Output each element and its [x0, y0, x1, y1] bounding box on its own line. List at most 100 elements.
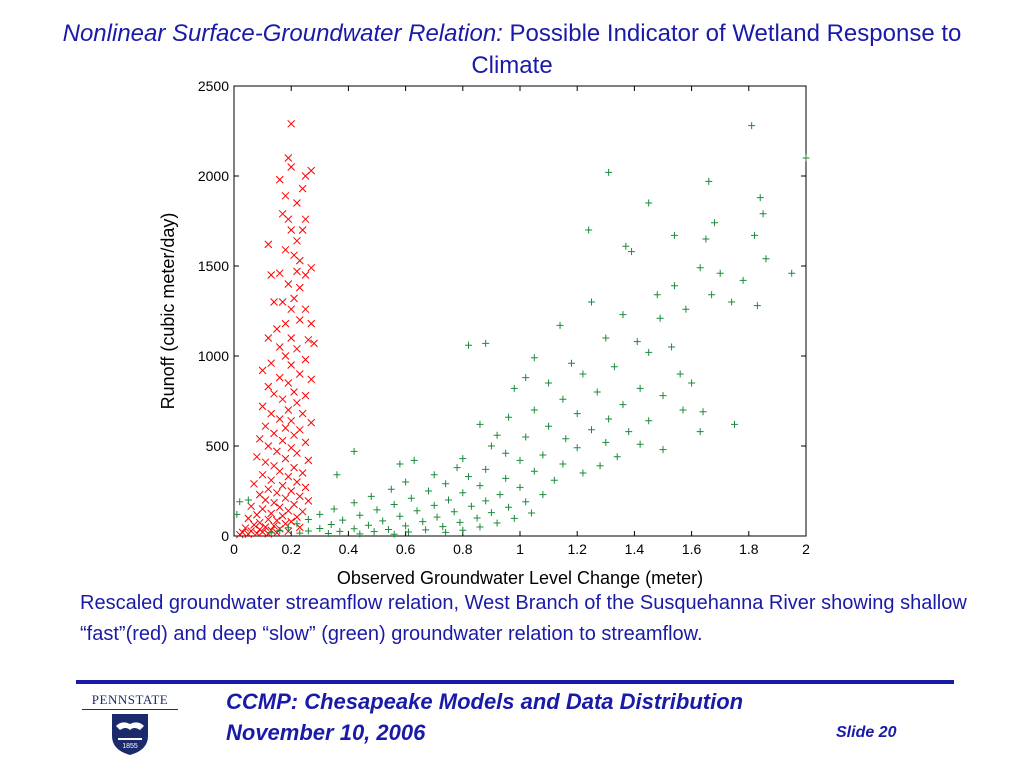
fast-point [290, 388, 298, 396]
slow-point [522, 498, 530, 506]
slow-point [442, 480, 450, 488]
y-tick-label: 0 [221, 528, 229, 544]
slide-title-rest: Possible Indicator of Wetland Response t… [471, 20, 962, 79]
slow-point [688, 379, 696, 387]
fast-point [275, 269, 284, 278]
fast-point [290, 500, 298, 509]
fast-point [275, 503, 284, 512]
slow-point [304, 515, 312, 523]
slow-point [588, 426, 595, 434]
slow-point [333, 471, 341, 479]
slow-point [367, 492, 375, 500]
slow-point [605, 415, 613, 423]
slow-point [350, 525, 358, 533]
slow-point [619, 401, 627, 409]
fast-point [307, 319, 316, 328]
slow-point [445, 496, 452, 504]
slow-point [708, 291, 716, 299]
slow-point [502, 449, 510, 457]
fast-point [235, 530, 244, 539]
fast-point [261, 458, 270, 467]
slow-point [516, 483, 524, 491]
footer-date: November 10, 2006 [226, 720, 426, 745]
slow-point [482, 339, 490, 347]
fast-point [284, 280, 293, 288]
slow-point [316, 510, 324, 518]
pennstate-logo: PENNSTATE 1855 [80, 692, 180, 758]
slow-point [396, 460, 404, 468]
fast-point [255, 518, 264, 527]
slow-point [356, 530, 364, 538]
x-tick-label: 0.4 [339, 541, 359, 557]
fast-point [284, 215, 293, 224]
slow-point [487, 442, 495, 450]
slow-point [296, 529, 304, 537]
fast-point [264, 442, 273, 450]
slow-point [605, 168, 613, 176]
slow-point [636, 440, 644, 448]
fast-point [304, 497, 313, 505]
slow-point [625, 428, 633, 436]
fast-point [290, 294, 298, 303]
scatter-chart: 0 0.2 0.4 0.6 0.8 1 1.2 1.4 1.6 1.8 2 0 500 1000 1500 2… [140, 70, 830, 592]
slow-point [510, 384, 518, 392]
fast-point [270, 298, 278, 306]
y-tick-label: 500 [206, 438, 230, 454]
fast-point [275, 467, 284, 476]
fast-point [244, 530, 253, 539]
slow-series [233, 122, 810, 538]
fast-point [261, 523, 270, 531]
slow-point [596, 462, 604, 470]
fast-point [301, 305, 310, 314]
fast-point [293, 478, 301, 486]
slow-point [364, 521, 372, 529]
fast-point [293, 267, 301, 276]
fast-point [278, 395, 287, 404]
fast-point [267, 271, 276, 279]
slow-point [550, 476, 558, 484]
slow-point [696, 264, 704, 272]
caption-fast-word: “fast” [80, 623, 126, 645]
fast-point [307, 375, 316, 384]
fast-point [281, 424, 290, 432]
x-axis-label: Observed Groundwater Level Change (meter… [337, 568, 703, 588]
slow-point [539, 451, 547, 459]
x-tick-label: 1.6 [682, 541, 702, 557]
slow-point [788, 269, 796, 277]
slow-point [476, 523, 484, 531]
shield-icon: 1855 [112, 714, 148, 755]
fast-point [284, 527, 293, 536]
fast-point [264, 240, 273, 249]
slow-point [545, 379, 553, 387]
fast-point [258, 470, 267, 479]
fast-point [287, 487, 296, 495]
x-tick-label: 2 [802, 541, 810, 557]
slow-point [636, 384, 644, 392]
slow-point [645, 348, 653, 356]
fast-point [261, 422, 270, 431]
fast-point [304, 335, 313, 344]
fast-point [253, 529, 261, 538]
slow-point [527, 509, 535, 517]
slow-point [476, 420, 484, 428]
slow-point [482, 465, 490, 473]
slow-point [390, 501, 398, 508]
slow-point [633, 338, 641, 346]
slow-point [645, 199, 653, 207]
fast-point [281, 245, 290, 254]
slow-point [545, 422, 553, 430]
slow-point [465, 473, 473, 481]
fast-point [275, 343, 284, 351]
slow-point [410, 456, 418, 464]
fast-point [244, 514, 253, 523]
slow-point [467, 502, 475, 510]
fast-point [258, 366, 267, 375]
slow-point [699, 408, 707, 416]
slow-point [402, 478, 410, 486]
fast-point [287, 334, 296, 342]
x-tick-label: 1.4 [625, 541, 645, 557]
fast-point [293, 513, 301, 521]
fast-point [290, 463, 298, 472]
slow-point [459, 489, 467, 497]
fast-point [281, 454, 290, 463]
